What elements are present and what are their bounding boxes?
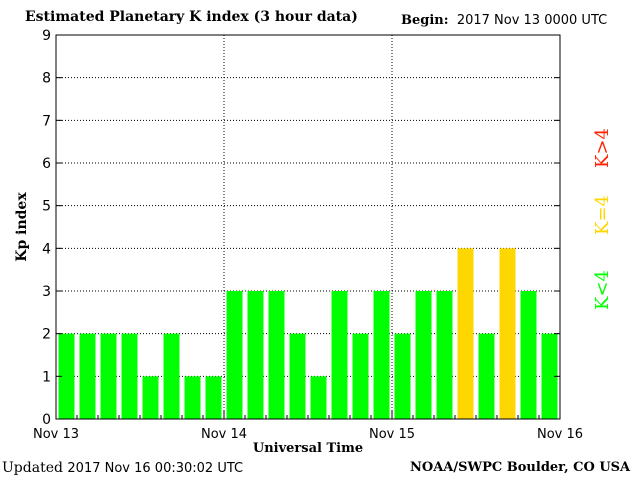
kp-bar <box>415 291 432 419</box>
y-tick-label: 6 <box>42 156 51 172</box>
y-tick-label: 9 <box>42 28 51 44</box>
kp-bar <box>226 291 243 419</box>
legend-item: K<4 <box>592 270 613 310</box>
grid-lines <box>56 35 560 419</box>
legend-item: K=4 <box>592 195 613 235</box>
kp-bar <box>289 333 306 419</box>
begin-time: Begin: 2017 Nov 13 0000 UTC <box>401 13 607 28</box>
kp-bar <box>394 333 411 419</box>
y-axis-label: Kp index <box>14 192 30 262</box>
x-tick-label: Nov 13 <box>33 427 79 442</box>
axis-ticks: 0 1 2 3 4 5 6 7 8 9 Nov 13 Nov 14 Nov 15 Nov 16 <box>33 28 583 442</box>
updated-label: Updated <box>2 460 63 476</box>
kp-bar <box>100 333 117 419</box>
kp-bar <box>268 291 285 419</box>
y-tick-label: 7 <box>42 113 51 129</box>
kp-bar <box>352 333 369 419</box>
kp-bar <box>184 376 201 419</box>
bars <box>58 248 558 419</box>
y-tick-label: 0 <box>42 412 51 428</box>
begin-value: 2017 Nov 13 0000 UTC <box>456 13 608 28</box>
legend-item: K>4 <box>592 128 613 168</box>
kp-bar <box>478 333 495 419</box>
x-axis-label: Universal Time <box>253 441 363 456</box>
kp-bar <box>520 291 537 419</box>
kp-bar <box>541 333 558 419</box>
kp-bar <box>163 333 180 419</box>
kp-bar <box>499 248 516 419</box>
x-tick-label: Nov 14 <box>201 427 247 442</box>
legend: K<4 K=4 K>4 <box>592 128 613 310</box>
kp-bar <box>310 376 327 419</box>
y-tick-label: 2 <box>42 327 51 343</box>
y-tick-label: 8 <box>42 71 51 87</box>
y-tick-label: 4 <box>42 241 51 257</box>
x-tick-label: Nov 15 <box>369 427 415 442</box>
kp-bar <box>331 291 348 419</box>
chart-title: Estimated Planetary K index (3 hour data… <box>25 9 358 25</box>
credit-text: NOAA/SWPC Boulder, CO USA <box>410 460 631 475</box>
kp-bar <box>436 291 453 419</box>
kp-bar <box>373 291 390 419</box>
updated-value: 2017 Nov 16 00:30:02 UTC <box>67 461 244 476</box>
kp-bar <box>142 376 159 419</box>
y-tick-label: 1 <box>42 369 51 385</box>
kp-bar <box>457 248 474 419</box>
y-tick-label: 5 <box>42 199 51 215</box>
x-tick-label: Nov 16 <box>537 427 583 442</box>
updated-time: Updated 2017 Nov 16 00:30:02 UTC <box>2 460 243 476</box>
kp-bar <box>79 333 96 419</box>
kp-bar <box>121 333 138 419</box>
kp-bar <box>247 291 264 419</box>
y-tick-label: 3 <box>42 284 51 300</box>
kp-bar <box>58 333 75 419</box>
begin-label: Begin: <box>401 13 449 28</box>
kp-bar <box>205 376 222 419</box>
